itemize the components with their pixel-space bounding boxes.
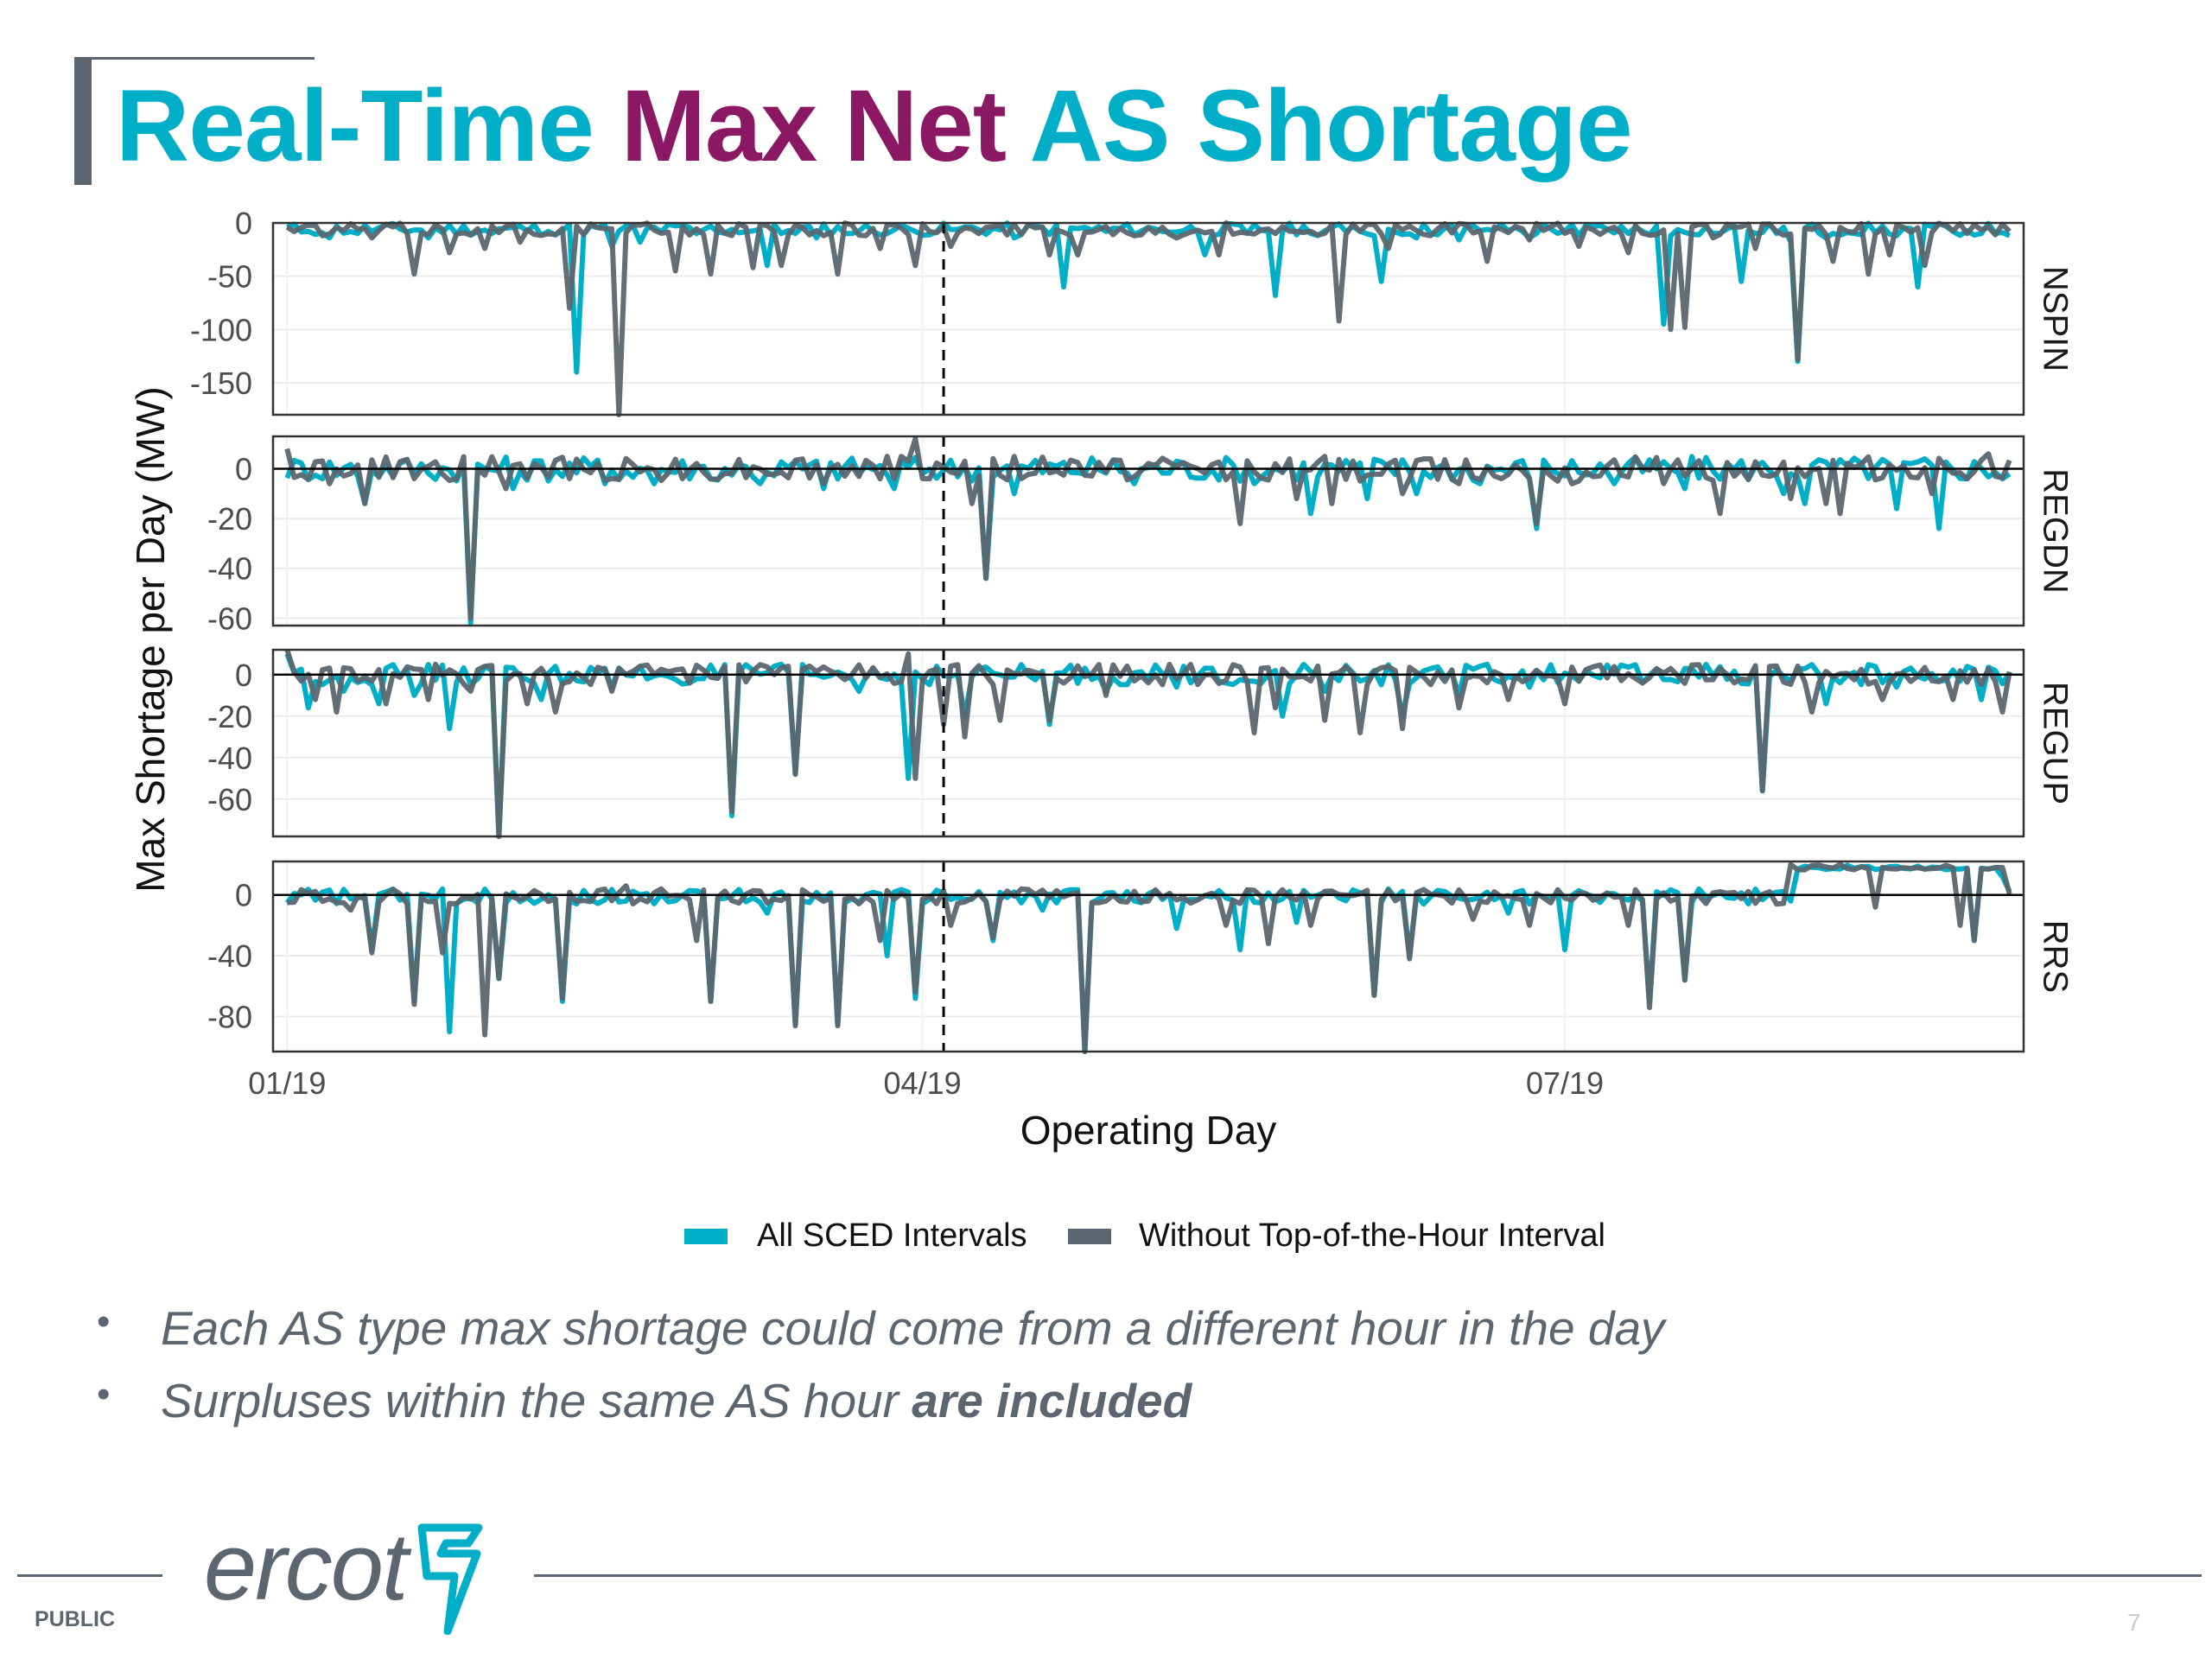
bullet-list: • Each AS type max shortage could come f… — [86, 1300, 2074, 1446]
legend-label: Without Top-of-the-Hour Interval — [1139, 1217, 1605, 1254]
y-axis-title: Max Shortage per Day (MW) — [128, 386, 173, 892]
slide-title: Real-Time Max Net AS Shortage — [116, 67, 1633, 185]
panel-strip-label: REGDN — [2036, 468, 2074, 593]
y-tick-label: -150 — [190, 365, 252, 401]
title-accent-bar — [74, 57, 92, 185]
footer-rule-right — [534, 1574, 2202, 1577]
panel-border — [271, 648, 2025, 838]
y-tick-label: 0 — [235, 878, 252, 913]
series-line-without-toh — [284, 649, 2012, 839]
x-tick-label: 01/19 — [248, 1065, 326, 1101]
footer-rule-left — [17, 1574, 162, 1577]
panel-border — [271, 221, 2025, 416]
ercot-logo: ercot — [204, 1514, 409, 1620]
legend-label: All SCED Intervals — [757, 1217, 1027, 1254]
y-tick-label: 0 — [235, 658, 252, 693]
title-part-2: Max Net — [620, 69, 1007, 183]
bullet-text-bold: are included — [912, 1374, 1192, 1427]
page-number: 7 — [2127, 1609, 2141, 1636]
panel-border — [271, 435, 2025, 627]
y-tick-label: -60 — [207, 601, 252, 636]
x-axis-title: Operating Day — [1020, 1108, 1277, 1153]
title-accent-line — [74, 57, 315, 60]
y-tick-label: -40 — [207, 551, 252, 587]
x-tick-label: 04/19 — [884, 1065, 962, 1101]
series-line-without-toh — [287, 861, 2012, 1054]
y-tick-label: -50 — [207, 259, 252, 295]
y-tick-label: -80 — [207, 1000, 252, 1035]
y-tick-label: -40 — [207, 938, 252, 974]
y-tick-label: -20 — [207, 501, 252, 537]
bullet-dot-icon: • — [97, 1300, 111, 1343]
bullet-item: • Surpluses within the same AS hour are … — [86, 1373, 2074, 1446]
series-line-all-sced — [284, 454, 2012, 626]
panel-strip-label: NSPIN — [2036, 266, 2074, 372]
bullet-text: Each AS type max shortage could come fro… — [161, 1300, 1665, 1356]
bullet-text-main: Surpluses within the same AS hour — [161, 1374, 912, 1427]
title-part-1: Real-Time — [116, 69, 621, 183]
panel-strip-label: RRS — [2036, 920, 2074, 993]
bullet-item: • Each AS type max shortage could come f… — [86, 1300, 2074, 1373]
shortage-chart: 0 -50 -100 -150 NSPIN 0 -20 -40 -60 REGDN 0 -20 -40 -… — [128, 206, 2074, 1254]
series-line-all-sced — [286, 220, 2011, 375]
bullet-text: Surpluses within the same AS hour are in… — [161, 1373, 1192, 1428]
bullet-text-main: Each AS type max shortage could come fro… — [161, 1301, 1665, 1355]
y-tick-label: 0 — [235, 206, 252, 241]
panel-strip-label: REGUP — [2036, 682, 2074, 804]
y-tick-label: -60 — [207, 782, 252, 817]
y-tick-label: -20 — [207, 699, 252, 734]
x-tick-label: 07/19 — [1526, 1065, 1604, 1101]
ercot-logo-mark-icon — [417, 1523, 483, 1635]
series-line-without-toh — [285, 220, 2012, 417]
y-tick-label: -40 — [207, 741, 252, 776]
bullet-dot-icon: • — [97, 1373, 111, 1415]
classification-label: PUBLIC — [35, 1607, 116, 1631]
legend-swatch-without-toh — [1068, 1229, 1111, 1244]
y-tick-label: -100 — [190, 312, 252, 347]
panel-border — [271, 860, 2025, 1053]
title-part-3: AS Shortage — [1006, 69, 1632, 183]
series-line-without-toh — [284, 435, 2012, 621]
y-tick-label: 0 — [235, 451, 252, 486]
legend-swatch-all-sced — [684, 1229, 728, 1244]
